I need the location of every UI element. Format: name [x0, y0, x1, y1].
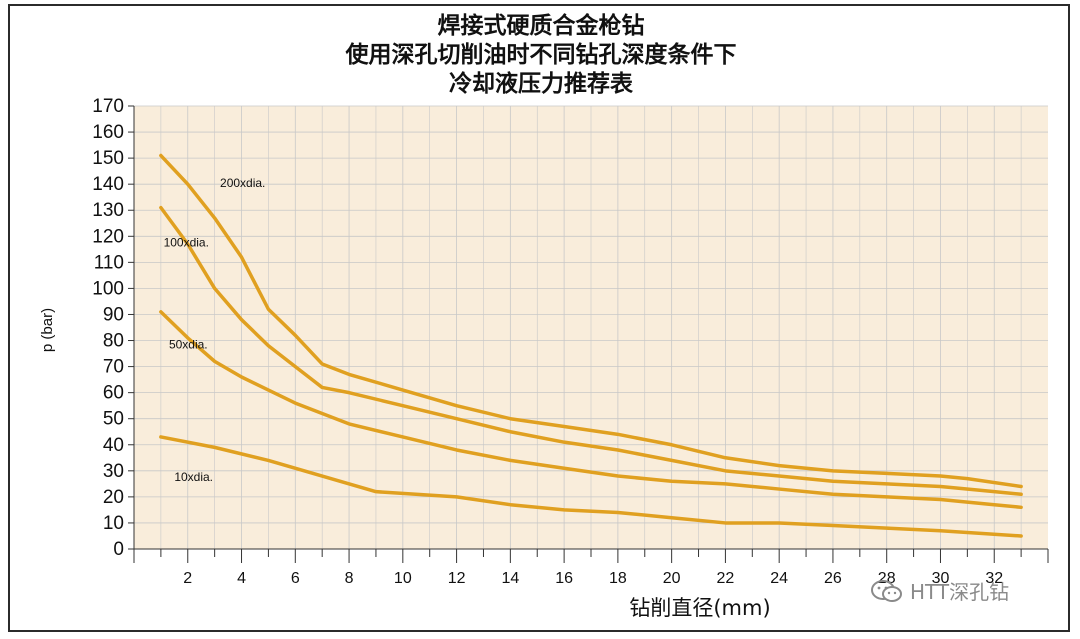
y-tick-label: 150: [92, 148, 124, 169]
y-tick-label: 120: [92, 226, 124, 247]
x-tick-label: 32: [985, 570, 1003, 587]
x-tick-label: 8: [345, 570, 354, 587]
y-tick-label: 20: [103, 487, 124, 508]
series-line-200xdia: [159, 153, 1023, 489]
y-tick-label: 0: [113, 539, 124, 560]
title-line-3: 冷却液压力推荐表: [449, 71, 633, 97]
series-label-200xdia: 200xdia.: [220, 176, 265, 190]
series-line-50xdia: [159, 310, 1023, 510]
x-tick-label: 20: [663, 570, 681, 587]
grid-lines: [134, 105, 1048, 550]
series-line-10xdia: [159, 435, 1023, 538]
x-tick-label: 24: [770, 570, 788, 587]
y-tick-label: 70: [103, 357, 124, 378]
y-tick-label: 40: [103, 435, 124, 456]
y-tick-label: 10: [103, 513, 124, 534]
y-tick-label: 160: [92, 122, 124, 143]
x-tick-label: 18: [609, 570, 627, 587]
y-tick-label: 80: [103, 331, 124, 352]
series-label-100xdia: 100xdia.: [164, 236, 209, 250]
y-tick-label: 30: [103, 461, 124, 482]
x-axis: 2 4 6 8 10 12 14 16 18 20 22 24 26 28 30 32: [133, 548, 1049, 587]
y-tick-label: 90: [103, 304, 124, 325]
x-tick-label: 12: [448, 570, 466, 587]
series-line-100xdia: [159, 205, 1023, 497]
y-tick-label: 110: [94, 252, 124, 273]
x-tick-label: 30: [932, 570, 950, 587]
x-axis-title: 钻削直径(mm): [629, 596, 770, 620]
series-label-10xdia: 10xdia.: [174, 470, 213, 484]
y-tick-label: 130: [92, 200, 124, 221]
x-tick-label: 14: [501, 570, 519, 587]
wechat-icon: [871, 579, 902, 602]
series-labels: 200xdia. 100xdia. 50xdia. 10xdia.: [164, 176, 266, 484]
x-tick-label: 16: [555, 570, 573, 587]
x-tick-label: 10: [394, 570, 412, 587]
series-label-50xdia: 50xdia.: [169, 337, 208, 351]
y-axis-title: p (bar): [39, 308, 56, 352]
y-axis: 0 10 20 30 40 50 60 70 80 90 100 110 120 130 140 150 160…: [92, 96, 135, 561]
series-lines: [159, 153, 1023, 538]
y-tick-label: 170: [92, 96, 124, 117]
y-tick-label: 100: [92, 278, 124, 299]
x-tick-label: 6: [291, 570, 300, 587]
watermark: HTT深孔钻: [870, 576, 1009, 605]
x-tick-label: 22: [717, 570, 735, 587]
x-tick-label: 2: [183, 570, 192, 587]
y-tick-label: 60: [103, 383, 124, 404]
x-tick-label: 26: [824, 570, 842, 587]
title-line-1: 焊接式硬质合金枪钻: [437, 13, 645, 39]
x-tick-label: 4: [237, 570, 246, 587]
y-tick-label: 50: [103, 409, 124, 430]
y-tick-label: 140: [92, 174, 124, 195]
watermark-text: HTT深孔钻: [910, 580, 1010, 604]
title-line-2: 使用深孔切削油时不同钻孔深度条件下: [345, 42, 737, 68]
chart-title: 焊接式硬质合金枪钻 使用深孔切削油时不同钻孔深度条件下 冷却液压力推荐表: [10, 12, 1072, 99]
